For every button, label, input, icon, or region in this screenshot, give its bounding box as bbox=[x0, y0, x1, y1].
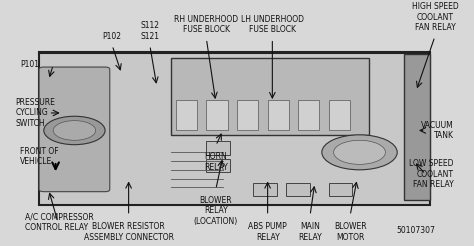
Bar bbox=[176, 100, 197, 130]
Text: FRONT OF
VEHICLE: FRONT OF VEHICLE bbox=[20, 147, 59, 166]
Circle shape bbox=[53, 121, 96, 140]
FancyBboxPatch shape bbox=[404, 54, 430, 200]
Text: VACUUM
TANK: VACUUM TANK bbox=[421, 121, 454, 140]
Bar bbox=[206, 100, 228, 130]
Text: 50107307: 50107307 bbox=[397, 226, 436, 235]
Text: PRESSURE
CYCLING
SWITCH: PRESSURE CYCLING SWITCH bbox=[16, 98, 55, 128]
Text: S112
S121: S112 S121 bbox=[140, 21, 159, 41]
Bar bbox=[286, 183, 310, 196]
Bar bbox=[298, 100, 319, 130]
Text: LH UNDERHOOD
FUSE BLOCK: LH UNDERHOOD FUSE BLOCK bbox=[241, 15, 304, 34]
Bar bbox=[329, 183, 353, 196]
Text: ABS PUMP
RELAY: ABS PUMP RELAY bbox=[248, 222, 287, 242]
Circle shape bbox=[44, 116, 105, 145]
Bar bbox=[237, 100, 258, 130]
Text: A/C COMPRESSOR
CONTROL RELAY: A/C COMPRESSOR CONTROL RELAY bbox=[25, 213, 94, 232]
Text: HIGH SPEED
COOLANT
FAN RELAY: HIGH SPEED COOLANT FAN RELAY bbox=[411, 2, 458, 32]
FancyBboxPatch shape bbox=[39, 67, 110, 192]
Text: LOW SPEED
COOLANT
FAN RELAY: LOW SPEED COOLANT FAN RELAY bbox=[409, 159, 454, 189]
Circle shape bbox=[322, 135, 397, 170]
Circle shape bbox=[334, 140, 385, 164]
Bar bbox=[329, 100, 350, 130]
Text: BLOWER
RELAY
(LOCATION): BLOWER RELAY (LOCATION) bbox=[194, 196, 238, 226]
Bar bbox=[206, 159, 230, 172]
Bar bbox=[268, 100, 289, 130]
Bar bbox=[206, 141, 230, 154]
Text: HORN
RELAY: HORN RELAY bbox=[204, 152, 228, 172]
Text: P101: P101 bbox=[20, 60, 39, 69]
Bar bbox=[254, 183, 277, 196]
Text: MAIN
RELAY: MAIN RELAY bbox=[298, 222, 322, 242]
Text: RH UNDERHOOD
FUSE BLOCK: RH UNDERHOOD FUSE BLOCK bbox=[174, 15, 238, 34]
FancyBboxPatch shape bbox=[171, 58, 369, 135]
FancyBboxPatch shape bbox=[39, 52, 430, 205]
Text: BLOWER
MOTOR: BLOWER MOTOR bbox=[334, 222, 366, 242]
Text: BLOWER RESISTOR
ASSEMBLY CONNECTOR: BLOWER RESISTOR ASSEMBLY CONNECTOR bbox=[83, 222, 173, 242]
Text: P102: P102 bbox=[103, 32, 122, 41]
